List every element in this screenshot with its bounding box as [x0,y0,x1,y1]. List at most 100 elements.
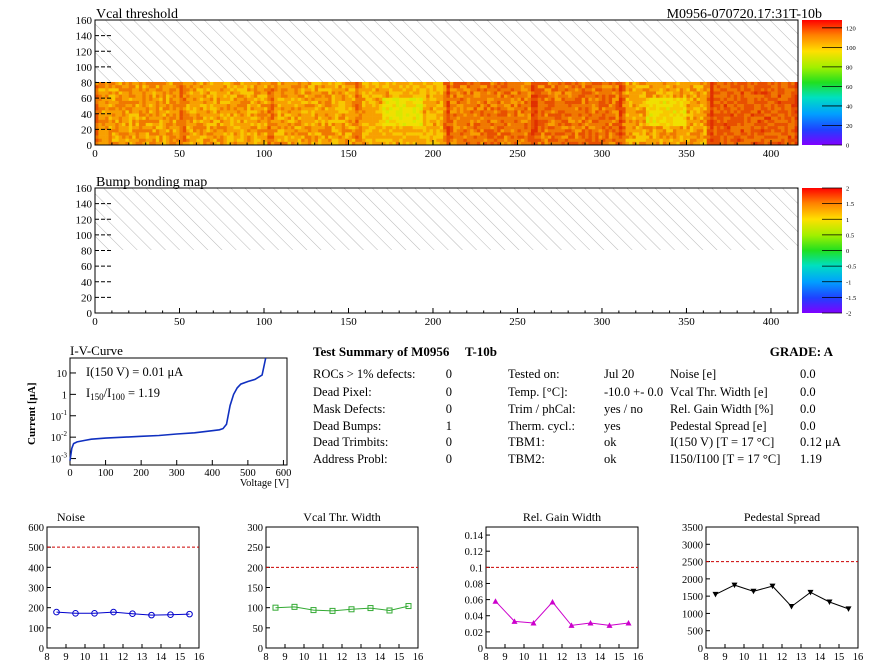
map1-cell [622,104,626,108]
map1-cell [105,85,109,89]
map1-cell [105,122,109,127]
map1-cell [419,132,424,136]
map1-cell [321,141,326,146]
map1-cell [409,91,413,95]
map1-cell [358,91,363,95]
map1-cell [547,119,552,124]
map1-cell [514,135,518,139]
map1-cell [95,135,99,139]
map1-cell [767,107,772,111]
map1-cell [760,132,765,136]
map1-cell [159,129,163,133]
map1-cell [507,82,512,86]
map1-cell [460,82,464,86]
map1-cell [128,132,133,136]
map1-cell [703,88,708,92]
map1-cell [331,122,336,127]
map1-cell [662,132,667,136]
map1-cell [439,141,444,146]
map1-cell [622,116,626,121]
map1-cell [531,100,535,105]
map1-cell [598,132,603,136]
sum-col3-label: Noise [e] [670,367,716,381]
map1-cell [152,113,157,117]
map1-cell [740,100,745,105]
map1-cell [716,110,721,114]
map1-cell [473,119,478,124]
map1-cell [476,126,481,130]
sum-col2-value: yes / no [604,402,643,416]
map1-cell [432,88,437,92]
map1-cell [132,97,136,102]
map1-cell [351,100,356,105]
map1-cell [358,141,363,146]
map1-cell [449,129,454,133]
map1-cell [213,113,217,117]
map1-cell [230,122,234,127]
map1-cell [629,88,633,92]
map1-cell [307,107,312,111]
map1-cell [274,82,278,86]
map1-cell [487,88,491,92]
map1-cell [601,119,606,124]
map1-cell [473,141,478,146]
map1-cell [625,113,630,117]
map1-cell [743,129,748,133]
map1-cell [696,91,701,95]
map1-cell [328,85,332,89]
map1-cell [399,119,403,124]
map1-cell [294,141,299,146]
map1-cell [186,110,190,114]
map1-cell [666,138,670,143]
map1-cell [500,116,505,121]
map1-cell [625,82,630,86]
map1-cell [733,119,738,124]
map1-cell [260,119,265,124]
map1-cell [257,91,261,95]
map1-cell [760,113,765,117]
map1-cell [503,91,508,95]
map1-cell [659,97,664,102]
map1-cell [625,91,630,95]
map1-cell [284,122,288,127]
map1-cell [436,116,441,121]
map1-cell [683,107,687,111]
map1-cell [115,135,119,139]
small-chart-y-tick-label: 300 [28,584,44,595]
map1-cell [699,107,704,111]
map1-cell [686,104,691,108]
map1-cell [520,126,525,130]
map1-cell [558,113,562,117]
map1-cell [554,119,559,124]
map1-cell [652,122,657,127]
map1-cell [514,119,518,124]
map1-cell [108,85,113,89]
map1-cell [754,116,758,121]
small-chart-y-tick-label: 0.06 [465,596,483,607]
map1-cell [304,94,309,99]
map1-cell [395,110,400,114]
sum-col2-value: yes [604,419,621,433]
map1-cell [703,126,708,130]
map1-cell [243,85,248,89]
map1-cell [605,135,610,139]
map1-cell [720,141,724,146]
map1-cell [226,119,231,124]
map1-cell [777,126,782,130]
map1-cell [676,132,681,136]
map1-cell [294,110,299,114]
map1-cell [277,104,282,108]
map1-cell [189,138,194,143]
map1-cell [466,122,471,127]
map1-cell [625,141,630,146]
map1-cell [432,110,437,114]
map1-cell [145,104,150,108]
map1-cell [348,138,353,143]
map1-cell [277,94,282,99]
map1-cell [791,85,795,89]
map1-cell [446,100,451,105]
map1-cell [483,126,488,130]
map1-cell [287,116,292,121]
map1-cell [588,132,593,136]
map1-cell [777,82,782,86]
